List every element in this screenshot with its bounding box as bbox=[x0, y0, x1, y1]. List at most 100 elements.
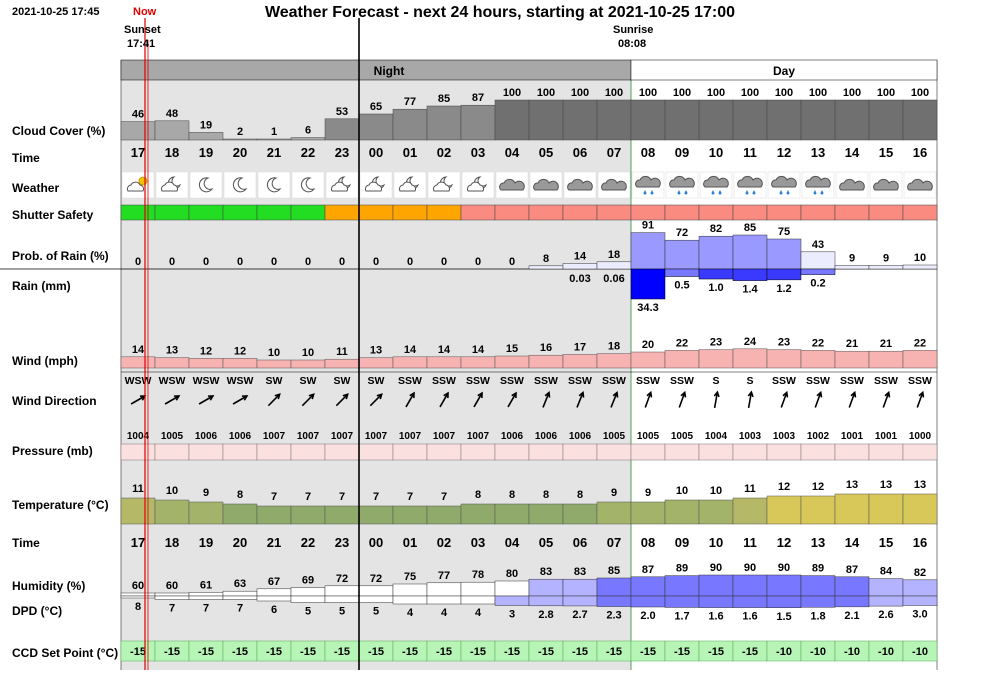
prob-rain-value: 0 bbox=[271, 256, 277, 268]
cloud-icon bbox=[907, 178, 933, 191]
prob-rain-value: 8 bbox=[543, 253, 549, 265]
label-weather: Weather bbox=[12, 181, 60, 195]
humidity-value: 77 bbox=[438, 570, 450, 582]
temperature-value: 13 bbox=[880, 479, 892, 491]
wind-bar bbox=[426, 356, 462, 369]
wind-arrow-icon bbox=[301, 393, 315, 407]
humidity-value: 85 bbox=[608, 565, 620, 577]
dpd-value: 2.0 bbox=[640, 610, 655, 622]
dpd-bar bbox=[596, 595, 632, 607]
wind-value: 12 bbox=[200, 345, 212, 357]
shutter-safety-cell bbox=[868, 204, 904, 221]
time-cell-bottom: 09 bbox=[675, 535, 689, 550]
dpd-bar bbox=[222, 595, 258, 600]
cloud-bar bbox=[800, 99, 836, 141]
wind-direction-label: WSW bbox=[159, 375, 186, 387]
ccd-setpoint-value: -10 bbox=[912, 646, 928, 658]
time-cell-bottom: 22 bbox=[301, 535, 315, 550]
temperature-bar bbox=[664, 499, 700, 525]
temperature-bar bbox=[766, 495, 802, 525]
time-cell: 06 bbox=[573, 145, 587, 160]
prob-rain-value: 91 bbox=[642, 220, 654, 232]
temperature-value: 13 bbox=[914, 479, 926, 491]
pressure-cell bbox=[120, 443, 156, 461]
temperature-bar bbox=[290, 505, 326, 525]
wind-value: 18 bbox=[608, 341, 620, 353]
label-dpd: DPD (°C) bbox=[12, 604, 63, 618]
pressure-cell bbox=[358, 443, 394, 461]
ccd-setpoint-value: -15 bbox=[708, 646, 724, 658]
humidity-bar bbox=[460, 581, 496, 597]
dpd-bar bbox=[120, 595, 156, 599]
temperature-bar bbox=[562, 503, 598, 525]
time-cell-bottom: 11 bbox=[743, 535, 757, 550]
rain-cloud-icon bbox=[635, 175, 661, 195]
cloud-bar bbox=[392, 108, 428, 141]
shutter-safety-cell bbox=[154, 204, 190, 221]
cloud-bar bbox=[664, 99, 700, 141]
dpd-bar bbox=[562, 595, 598, 607]
shutter-safety-cell bbox=[494, 204, 530, 221]
shutter-safety-cell bbox=[290, 204, 326, 221]
prob-rain-bar bbox=[562, 263, 598, 270]
wind-bar bbox=[188, 358, 224, 369]
humidity-bar bbox=[324, 585, 360, 597]
shutter-safety-cell bbox=[392, 204, 428, 221]
humidity-bar bbox=[494, 580, 530, 597]
wind-direction-label: SSW bbox=[772, 375, 796, 387]
cloud-cover-value: 77 bbox=[404, 96, 416, 108]
dpd-bar bbox=[290, 595, 326, 603]
prob-rain-value: 9 bbox=[883, 252, 889, 264]
wind-arrow-icon bbox=[610, 391, 619, 408]
shutter-safety-cell bbox=[698, 204, 734, 221]
wind-value: 20 bbox=[642, 339, 654, 351]
ccd-setpoint-value: -15 bbox=[572, 646, 588, 658]
partly-cloudy-moon-icon bbox=[160, 176, 182, 192]
rain-value: 0.03 bbox=[569, 273, 590, 285]
pressure-cell bbox=[868, 443, 904, 461]
humidity-bar bbox=[766, 574, 802, 597]
temperature-bar bbox=[392, 505, 428, 525]
wind-arrow-icon bbox=[882, 390, 891, 408]
prob-rain-value: 72 bbox=[676, 227, 688, 239]
wind-arrow-icon bbox=[507, 391, 517, 408]
shutter-safety-cell bbox=[562, 204, 598, 221]
dpd-value: 7 bbox=[237, 603, 243, 615]
temperature-value: 12 bbox=[778, 481, 790, 493]
humidity-value: 89 bbox=[676, 563, 688, 575]
dpd-bar bbox=[154, 595, 190, 600]
temperature-bar bbox=[256, 505, 292, 525]
ccd-setpoint-value: -15 bbox=[266, 646, 282, 658]
dpd-bar bbox=[630, 595, 666, 608]
pressure-cell bbox=[290, 443, 326, 461]
humidity-value: 61 bbox=[200, 579, 212, 591]
wind-value: 22 bbox=[676, 337, 688, 349]
temperature-bar bbox=[120, 497, 156, 525]
humidity-value: 87 bbox=[642, 564, 654, 576]
dpd-bar bbox=[800, 595, 836, 608]
cloud-cover-value: 100 bbox=[877, 87, 895, 99]
humidity-value: 72 bbox=[336, 573, 348, 585]
cloud-bar bbox=[834, 99, 870, 141]
dpd-value: 1.6 bbox=[742, 611, 757, 623]
time-cell: 22 bbox=[301, 145, 315, 160]
time-cell-bottom: 17 bbox=[131, 535, 145, 550]
dpd-bar bbox=[188, 595, 224, 600]
pressure-cell bbox=[562, 443, 598, 461]
wind-arrow-icon bbox=[542, 391, 551, 408]
wind-bar bbox=[256, 359, 292, 369]
weather-cell bbox=[291, 171, 325, 199]
wind-direction-label: SSW bbox=[840, 375, 864, 387]
rain-bar bbox=[630, 268, 666, 300]
time-cell-bottom: 02 bbox=[437, 535, 451, 550]
time-cell: 01 bbox=[403, 145, 417, 160]
temperature-bar bbox=[630, 501, 666, 525]
pressure-cell bbox=[256, 443, 292, 461]
cloud-cover-value: 65 bbox=[370, 101, 382, 113]
prob-rain-bar bbox=[902, 264, 938, 270]
dpd-value: 2.6 bbox=[878, 609, 893, 621]
humidity-bar bbox=[426, 582, 462, 597]
time-cell: 16 bbox=[913, 145, 927, 160]
pressure-value: 1004 bbox=[705, 431, 728, 442]
wind-direction-label: SW bbox=[368, 375, 385, 387]
